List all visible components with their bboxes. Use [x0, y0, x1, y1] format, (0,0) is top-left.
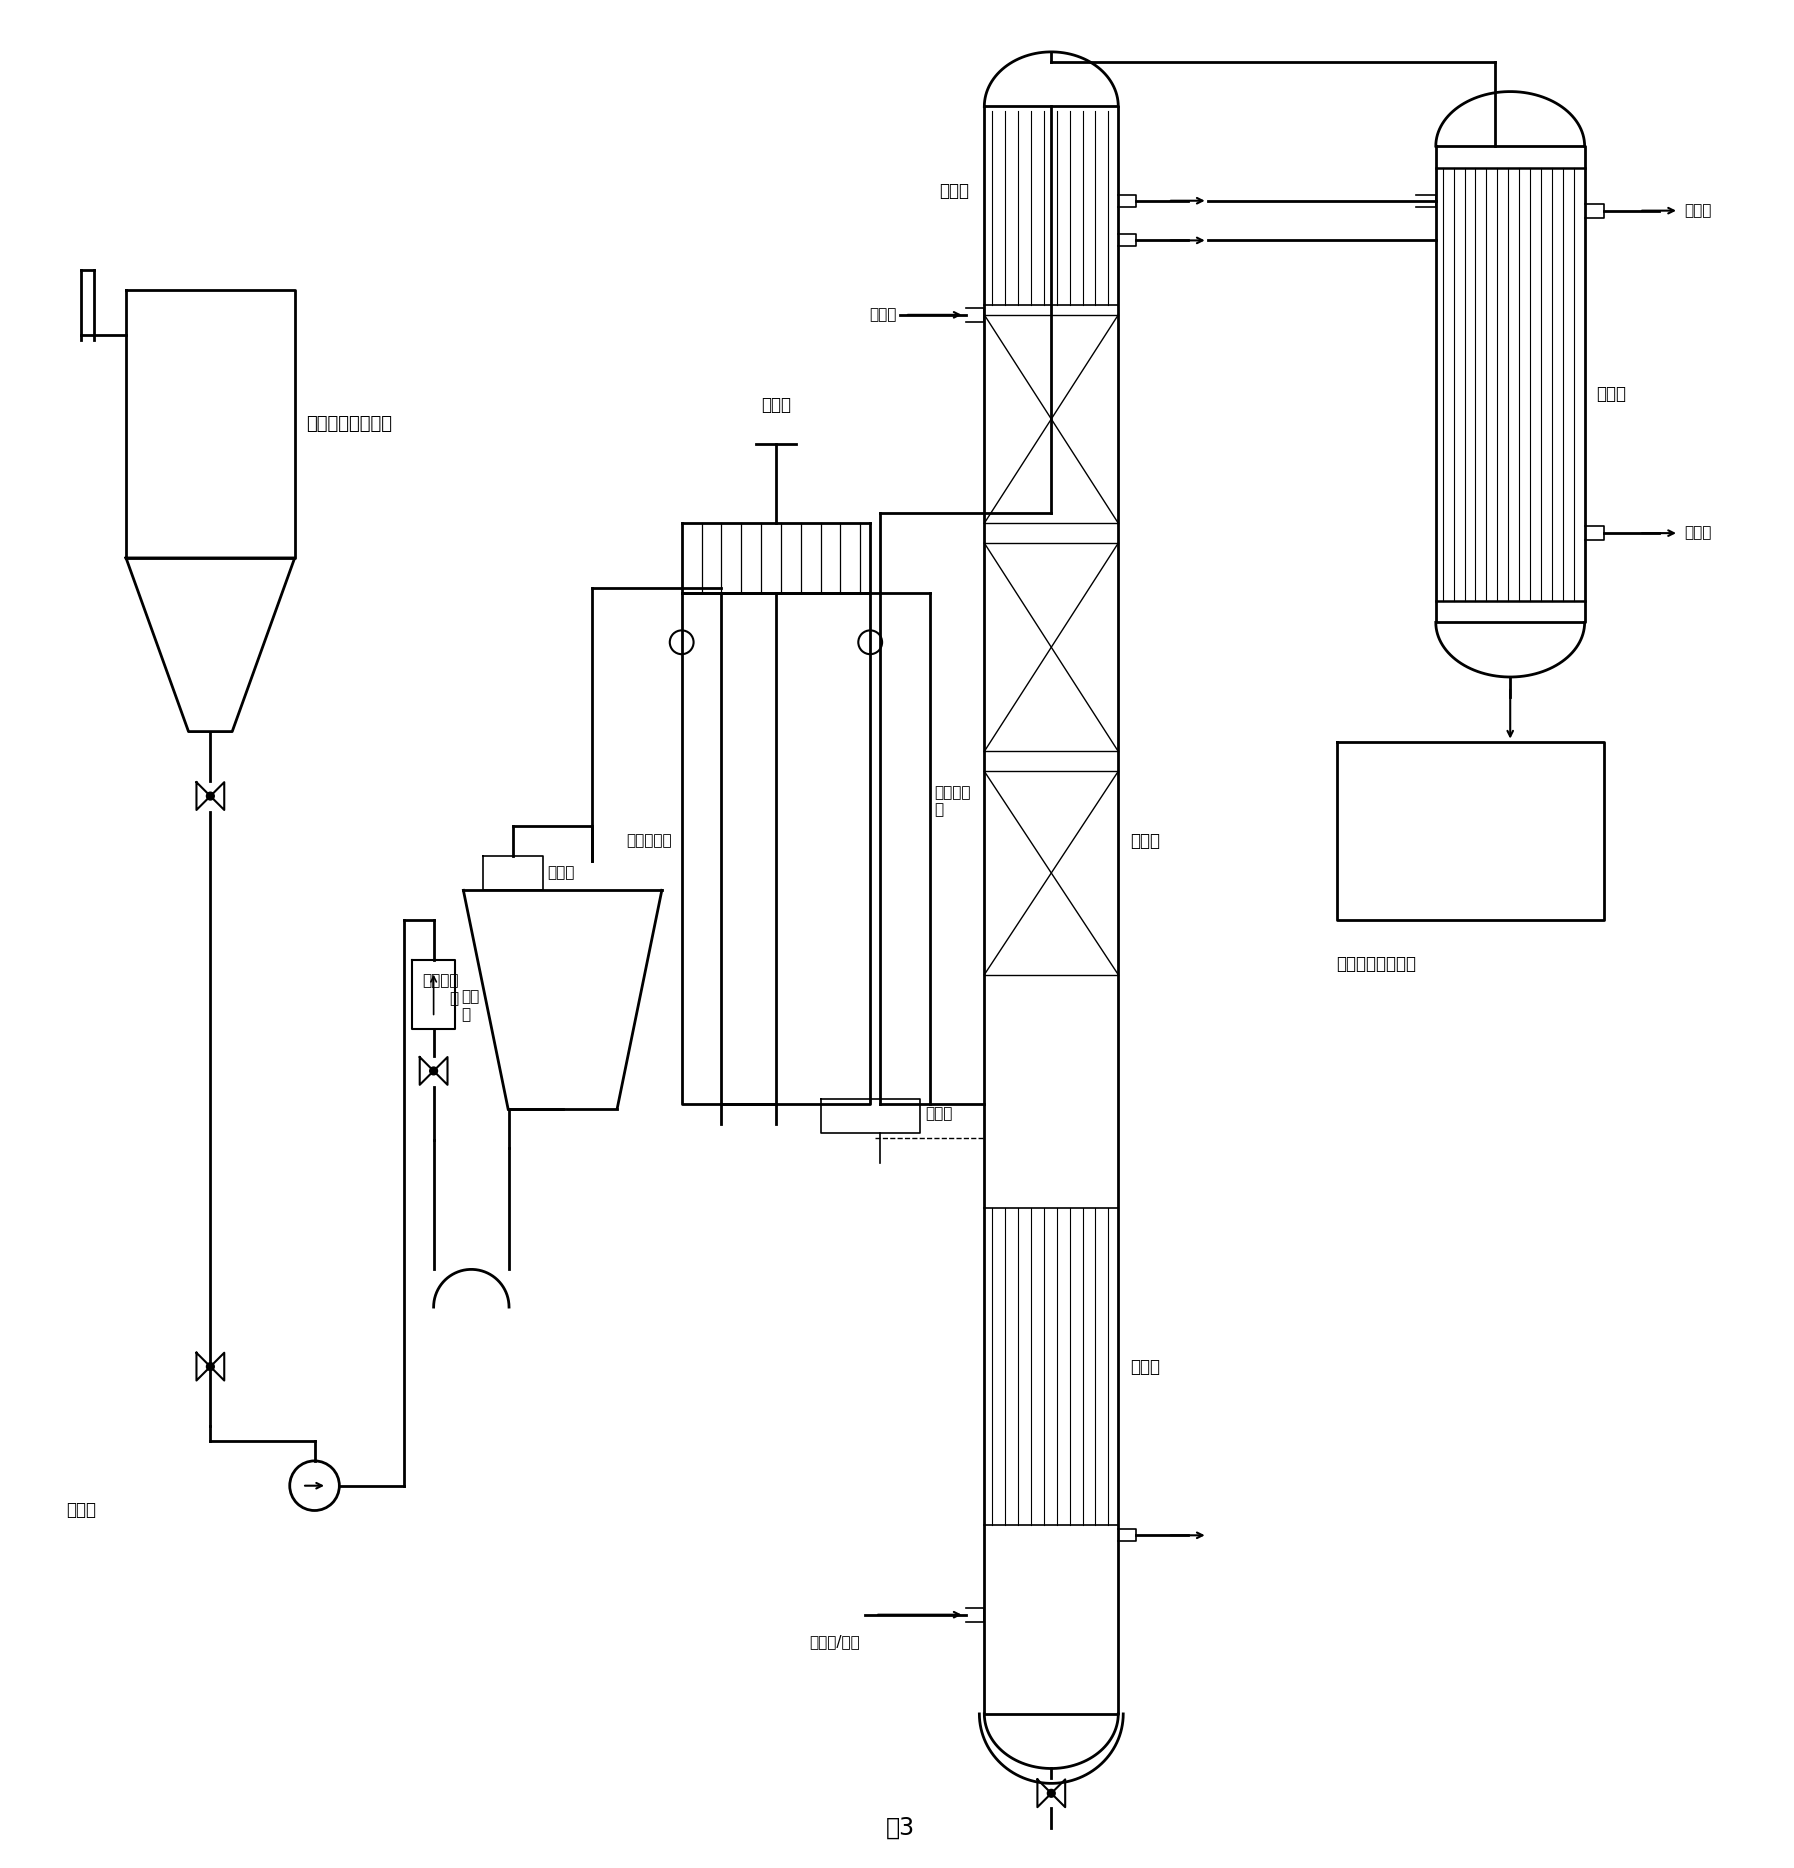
Circle shape [206, 792, 213, 800]
Circle shape [206, 1364, 213, 1371]
Text: 加热棒: 加热棒 [761, 396, 791, 415]
Text: 冷却水: 冷却水 [870, 308, 897, 323]
Text: 冷却水: 冷却水 [1685, 525, 1711, 540]
Text: 二次裂解
管: 二次裂解 管 [935, 785, 971, 816]
Text: 图3: 图3 [886, 1816, 915, 1840]
Text: 定量泵: 定量泵 [66, 1500, 97, 1519]
Text: 再沸器: 再沸器 [1130, 1358, 1161, 1375]
Text: 一次裂解管: 一次裂解管 [626, 833, 671, 848]
Text: 导热油/蒸汽: 导热油/蒸汽 [809, 1634, 861, 1649]
Text: 冷却水: 冷却水 [1685, 204, 1711, 219]
Text: 流量
计: 流量 计 [461, 990, 479, 1022]
Circle shape [431, 1067, 438, 1074]
Text: 冷凝器: 冷凝器 [940, 181, 969, 200]
Text: 单环戊二烯接收槽: 单环戊二烯接收槽 [1337, 955, 1417, 973]
Text: 分布器: 分布器 [547, 865, 576, 880]
Circle shape [1048, 1790, 1055, 1797]
Text: 粗馏塔: 粗馏塔 [1130, 831, 1161, 850]
Text: 双环戊二烯高位槽: 双环戊二烯高位槽 [307, 415, 393, 433]
Text: 预热汽化
器: 预热汽化 器 [422, 973, 459, 1005]
Text: 分布器: 分布器 [924, 1106, 953, 1121]
Text: 冷凝器: 冷凝器 [1597, 385, 1627, 403]
